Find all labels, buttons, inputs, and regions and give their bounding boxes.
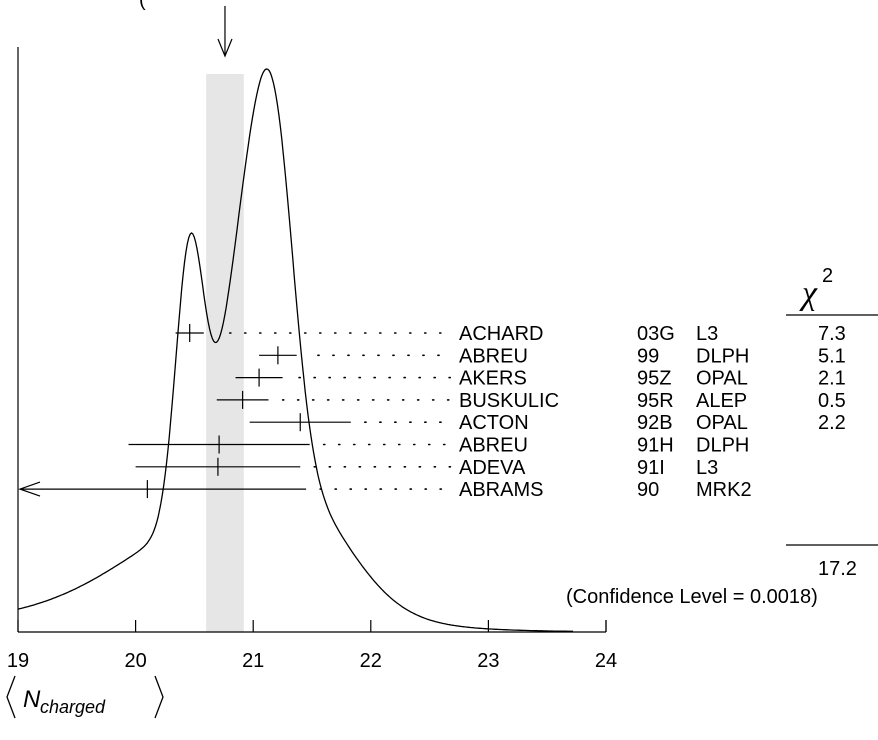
chi2-total: 17.2 [818, 558, 857, 580]
measurement-chi2: 5.1 [818, 345, 846, 367]
measurement-experiment: DLPH [696, 345, 749, 367]
measurement-name: ADEVA [459, 457, 526, 479]
measurement-name: ACTON [459, 412, 529, 434]
measurement-row: ADEVA 91I L3 [135, 457, 718, 479]
measurement-ref: 91I [637, 457, 665, 479]
chi2-header-superscript: 2 [822, 265, 833, 287]
measurement-row: ACHARD 03G L3 7.3 [175, 323, 846, 345]
x-tick-label: 21 [242, 650, 264, 672]
x-tick-label: 19 [7, 650, 29, 672]
measurement-experiment: L3 [696, 323, 718, 345]
x-tick-labels: 19 20 21 22 23 24 [7, 650, 617, 672]
chart-title-fragment: ( [139, 0, 146, 11]
measurement-experiment: OPAL [696, 368, 748, 390]
average-arrow [217, 6, 233, 58]
chi2-header: χ [799, 275, 818, 312]
x-axis-label: N charged [6, 675, 164, 719]
measurement-experiment: L3 [696, 457, 718, 479]
measurement-chi2: 0.5 [818, 390, 846, 412]
measurement-ref: 03G [637, 323, 675, 345]
measurement-chi2: 2.2 [818, 412, 846, 434]
arrow-head [217, 38, 233, 58]
measurement-row: BUSKULIC 95R ALEP 0.5 [216, 390, 846, 412]
x-tick-label: 20 [124, 650, 146, 672]
measurement-ref: 95R [637, 390, 674, 412]
average-band [206, 74, 244, 632]
measurement-row: ACTON 92B OPAL 2.2 [249, 412, 846, 434]
measurement-name: AKERS [459, 368, 527, 390]
x-tick-label: 23 [477, 650, 499, 672]
confidence-level: (Confidence Level = 0.0018) [566, 586, 818, 608]
measurement-ref: 91H [637, 435, 674, 457]
measurement-name: ACHARD [459, 323, 543, 345]
x-tick-label: 24 [595, 650, 617, 672]
measurement-row: ABREU 91H DLPH [128, 435, 749, 457]
ideogram-curve [17, 68, 574, 632]
measurement-experiment: OPAL [696, 412, 748, 434]
measurement-name: ABREU [459, 435, 528, 457]
error-bar-left-arrow [18, 481, 41, 497]
measurement-name: ABRAMS [459, 479, 543, 501]
measurement-chi2: 7.3 [818, 323, 846, 345]
x-axis-label-subscript: charged [40, 697, 106, 717]
measurement-ref: 90 [637, 479, 659, 501]
measurement-name: BUSKULIC [459, 390, 559, 412]
x-axis-label-symbol: N [23, 686, 41, 713]
measurement-experiment: ALEP [696, 390, 747, 412]
measurement-row: AKERS 95Z OPAL 2.1 [235, 368, 846, 390]
left-angle-bracket [6, 675, 16, 719]
axes [17, 47, 607, 633]
measurement-name: ABREU [459, 345, 528, 367]
measurement-row: ABRAMS 90 MRK2 [18, 479, 752, 501]
measurement-experiment: MRK2 [696, 479, 752, 501]
x-tick-label: 22 [360, 650, 382, 672]
measurement-ref: 99 [637, 345, 659, 367]
measurements: ACHARD 03G L3 7.3 ABREU 99 DLPH 5.1 AKERS 95Z OPAL… [18, 323, 846, 501]
measurement-chi2: 2.1 [818, 368, 846, 390]
measurement-ref: 95Z [637, 368, 671, 390]
measurement-row: ABREU 99 DLPH 5.1 [259, 345, 846, 367]
measurement-experiment: DLPH [696, 435, 749, 457]
right-angle-bracket [154, 675, 164, 719]
measurement-ref: 92B [637, 412, 673, 434]
